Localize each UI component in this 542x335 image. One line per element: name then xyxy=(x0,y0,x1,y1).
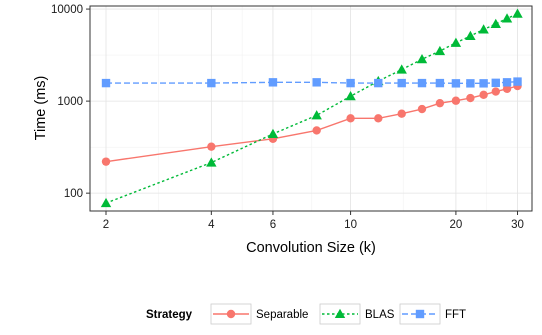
fft-series xyxy=(101,77,522,88)
fft-point xyxy=(101,78,111,88)
x-tick-label: 2 xyxy=(103,219,109,231)
blas-point xyxy=(267,128,279,138)
separable-point xyxy=(417,104,427,114)
blas-point xyxy=(345,91,356,101)
separable-point xyxy=(491,87,500,96)
blas-line xyxy=(105,13,518,204)
fft-point xyxy=(491,78,500,88)
separable-point xyxy=(466,93,475,103)
y-tick-label: 1000 xyxy=(57,96,83,108)
fft-point xyxy=(397,78,406,88)
fft-point xyxy=(466,79,475,88)
blas-series xyxy=(100,8,523,208)
blas-point xyxy=(478,24,489,34)
separable-point xyxy=(312,126,321,135)
y-axis: 100 1000 10000 xyxy=(51,4,90,200)
fft-point xyxy=(346,78,355,88)
blas-point xyxy=(416,54,428,64)
fft-point xyxy=(207,78,216,88)
minor-gridlines xyxy=(90,6,532,211)
separable-point xyxy=(101,157,111,166)
blas-point xyxy=(512,8,523,18)
separable-point xyxy=(435,98,445,108)
separable-point xyxy=(346,114,355,123)
separable-point xyxy=(374,114,383,123)
blas-point xyxy=(434,45,446,56)
separable-point xyxy=(207,142,216,151)
y-tick-label: 100 xyxy=(64,188,83,200)
fft-point xyxy=(435,78,445,88)
blas-point xyxy=(465,30,476,41)
fft-point xyxy=(268,78,278,87)
x-tick-label: 4 xyxy=(208,219,215,231)
blas-point xyxy=(450,37,462,47)
fft-point xyxy=(374,78,383,88)
fft-point xyxy=(479,79,488,88)
legend-marker-separable xyxy=(226,309,236,319)
blas-point xyxy=(490,18,501,28)
legend-marker-fft xyxy=(415,309,425,319)
fft-point xyxy=(417,78,427,88)
separable-point xyxy=(397,109,406,118)
x-tick-label: 10 xyxy=(344,219,357,231)
separable-point xyxy=(502,84,512,94)
legend-marker-blas xyxy=(334,308,346,319)
legend-title: Strategy xyxy=(146,309,193,321)
fft-point xyxy=(451,79,461,88)
panel-background xyxy=(90,6,532,211)
fft-point xyxy=(312,78,321,87)
legend-label-separable: Separable xyxy=(256,309,308,321)
y-axis-title: Time (ms) xyxy=(33,76,49,141)
fft-point xyxy=(502,78,512,87)
blas-point xyxy=(501,13,513,23)
fft-point xyxy=(513,77,522,86)
x-axis: 2 4 6 10 20 30 xyxy=(103,211,524,231)
blas-point xyxy=(100,197,112,208)
x-axis-title: Convolution Size (k) xyxy=(246,240,376,256)
y-tick-label: 10000 xyxy=(51,4,83,16)
separable-point xyxy=(451,96,461,105)
panel-border xyxy=(89,5,533,212)
separable-series xyxy=(101,81,522,166)
x-tick-label: 20 xyxy=(450,219,463,231)
blas-point xyxy=(396,64,407,74)
legend-label-blas: BLAS xyxy=(365,309,395,321)
blas-point xyxy=(206,157,217,167)
x-tick-label: 30 xyxy=(511,219,524,231)
legend-label-fft: FFT xyxy=(445,309,466,321)
series-layer xyxy=(100,8,523,208)
x-tick-label: 6 xyxy=(270,219,276,231)
separable-point xyxy=(479,90,488,100)
legend: Strategy Separable BLAS FFT xyxy=(146,303,466,325)
blas-point xyxy=(311,110,322,120)
